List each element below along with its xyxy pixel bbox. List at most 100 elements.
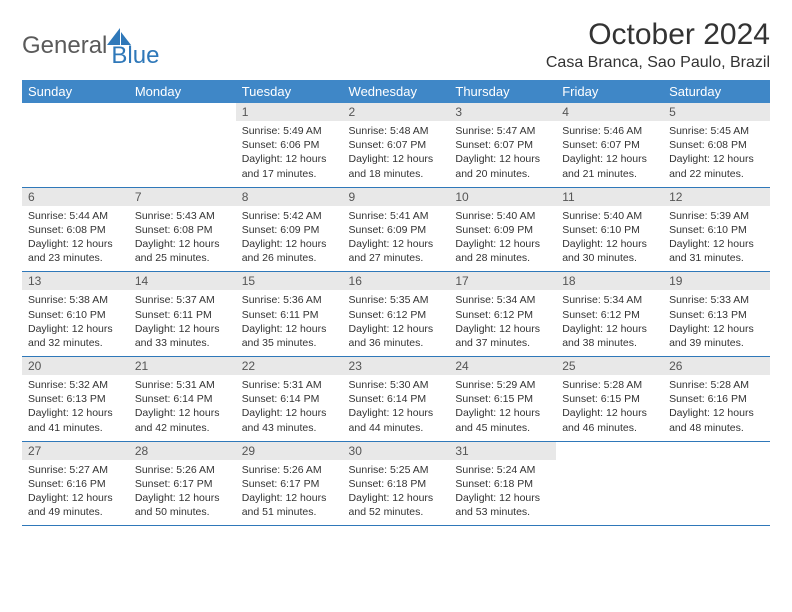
day-details: Sunrise: 5:27 AMSunset: 6:16 PMDaylight:… bbox=[22, 460, 129, 526]
calendar-day-cell: 29Sunrise: 5:26 AMSunset: 6:17 PMDayligh… bbox=[236, 441, 343, 526]
weekday-header: Friday bbox=[556, 80, 663, 103]
day-number: 25 bbox=[556, 357, 663, 375]
day-number: 22 bbox=[236, 357, 343, 375]
day-number: 15 bbox=[236, 272, 343, 290]
day-details: Sunrise: 5:37 AMSunset: 6:11 PMDaylight:… bbox=[129, 290, 236, 356]
weekday-header-row: SundayMondayTuesdayWednesdayThursdayFrid… bbox=[22, 80, 770, 103]
calendar-day-cell: 25Sunrise: 5:28 AMSunset: 6:15 PMDayligh… bbox=[556, 357, 663, 442]
calendar-week-row: 20Sunrise: 5:32 AMSunset: 6:13 PMDayligh… bbox=[22, 357, 770, 442]
day-number: 10 bbox=[449, 188, 556, 206]
day-details: Sunrise: 5:26 AMSunset: 6:17 PMDaylight:… bbox=[236, 460, 343, 526]
day-number: 12 bbox=[663, 188, 770, 206]
calendar-day-cell: 14Sunrise: 5:37 AMSunset: 6:11 PMDayligh… bbox=[129, 272, 236, 357]
logo-text-blue: Blue bbox=[111, 42, 159, 70]
day-number: 27 bbox=[22, 442, 129, 460]
day-number: 21 bbox=[129, 357, 236, 375]
day-number: 13 bbox=[22, 272, 129, 290]
day-number: 20 bbox=[22, 357, 129, 375]
day-number: 11 bbox=[556, 188, 663, 206]
calendar-day-cell bbox=[663, 441, 770, 526]
day-number: 30 bbox=[343, 442, 450, 460]
day-number: 8 bbox=[236, 188, 343, 206]
calendar-day-cell: 7Sunrise: 5:43 AMSunset: 6:08 PMDaylight… bbox=[129, 187, 236, 272]
day-details: Sunrise: 5:38 AMSunset: 6:10 PMDaylight:… bbox=[22, 290, 129, 356]
day-details: Sunrise: 5:36 AMSunset: 6:11 PMDaylight:… bbox=[236, 290, 343, 356]
logo-text-general: General bbox=[22, 32, 107, 60]
weekday-header: Monday bbox=[129, 80, 236, 103]
calendar-day-cell: 30Sunrise: 5:25 AMSunset: 6:18 PMDayligh… bbox=[343, 441, 450, 526]
calendar-day-cell: 17Sunrise: 5:34 AMSunset: 6:12 PMDayligh… bbox=[449, 272, 556, 357]
day-number: 31 bbox=[449, 442, 556, 460]
weekday-header: Thursday bbox=[449, 80, 556, 103]
calendar-day-cell: 15Sunrise: 5:36 AMSunset: 6:11 PMDayligh… bbox=[236, 272, 343, 357]
calendar-table: SundayMondayTuesdayWednesdayThursdayFrid… bbox=[22, 80, 770, 526]
day-details: Sunrise: 5:48 AMSunset: 6:07 PMDaylight:… bbox=[343, 121, 450, 187]
day-number: 4 bbox=[556, 103, 663, 121]
day-number: 24 bbox=[449, 357, 556, 375]
day-details: Sunrise: 5:29 AMSunset: 6:15 PMDaylight:… bbox=[449, 375, 556, 441]
calendar-day-cell: 26Sunrise: 5:28 AMSunset: 6:16 PMDayligh… bbox=[663, 357, 770, 442]
calendar-day-cell bbox=[22, 103, 129, 187]
calendar-day-cell: 8Sunrise: 5:42 AMSunset: 6:09 PMDaylight… bbox=[236, 187, 343, 272]
day-details: Sunrise: 5:43 AMSunset: 6:08 PMDaylight:… bbox=[129, 206, 236, 272]
day-number: 5 bbox=[663, 103, 770, 121]
day-details: Sunrise: 5:33 AMSunset: 6:13 PMDaylight:… bbox=[663, 290, 770, 356]
day-details: Sunrise: 5:25 AMSunset: 6:18 PMDaylight:… bbox=[343, 460, 450, 526]
weekday-header: Tuesday bbox=[236, 80, 343, 103]
location-text: Casa Branca, Sao Paulo, Brazil bbox=[546, 54, 770, 72]
day-details: Sunrise: 5:28 AMSunset: 6:16 PMDaylight:… bbox=[663, 375, 770, 441]
day-details: Sunrise: 5:41 AMSunset: 6:09 PMDaylight:… bbox=[343, 206, 450, 272]
day-details: Sunrise: 5:30 AMSunset: 6:14 PMDaylight:… bbox=[343, 375, 450, 441]
day-number: 6 bbox=[22, 188, 129, 206]
calendar-day-cell: 9Sunrise: 5:41 AMSunset: 6:09 PMDaylight… bbox=[343, 187, 450, 272]
logo: General Blue bbox=[22, 22, 159, 70]
calendar-day-cell: 11Sunrise: 5:40 AMSunset: 6:10 PMDayligh… bbox=[556, 187, 663, 272]
calendar-day-cell: 24Sunrise: 5:29 AMSunset: 6:15 PMDayligh… bbox=[449, 357, 556, 442]
calendar-day-cell: 28Sunrise: 5:26 AMSunset: 6:17 PMDayligh… bbox=[129, 441, 236, 526]
month-title: October 2024 bbox=[546, 18, 770, 52]
calendar-day-cell: 3Sunrise: 5:47 AMSunset: 6:07 PMDaylight… bbox=[449, 103, 556, 187]
calendar-day-cell: 23Sunrise: 5:30 AMSunset: 6:14 PMDayligh… bbox=[343, 357, 450, 442]
calendar-day-cell: 22Sunrise: 5:31 AMSunset: 6:14 PMDayligh… bbox=[236, 357, 343, 442]
day-details: Sunrise: 5:39 AMSunset: 6:10 PMDaylight:… bbox=[663, 206, 770, 272]
calendar-day-cell: 18Sunrise: 5:34 AMSunset: 6:12 PMDayligh… bbox=[556, 272, 663, 357]
day-number: 23 bbox=[343, 357, 450, 375]
day-details: Sunrise: 5:40 AMSunset: 6:09 PMDaylight:… bbox=[449, 206, 556, 272]
day-number: 17 bbox=[449, 272, 556, 290]
day-number: 28 bbox=[129, 442, 236, 460]
calendar-day-cell: 10Sunrise: 5:40 AMSunset: 6:09 PMDayligh… bbox=[449, 187, 556, 272]
calendar-day-cell: 4Sunrise: 5:46 AMSunset: 6:07 PMDaylight… bbox=[556, 103, 663, 187]
day-details: Sunrise: 5:32 AMSunset: 6:13 PMDaylight:… bbox=[22, 375, 129, 441]
calendar-day-cell: 5Sunrise: 5:45 AMSunset: 6:08 PMDaylight… bbox=[663, 103, 770, 187]
day-details: Sunrise: 5:24 AMSunset: 6:18 PMDaylight:… bbox=[449, 460, 556, 526]
title-block: October 2024 Casa Branca, Sao Paulo, Bra… bbox=[546, 18, 770, 72]
day-details: Sunrise: 5:49 AMSunset: 6:06 PMDaylight:… bbox=[236, 121, 343, 187]
day-details: Sunrise: 5:34 AMSunset: 6:12 PMDaylight:… bbox=[556, 290, 663, 356]
day-number: 29 bbox=[236, 442, 343, 460]
day-number: 16 bbox=[343, 272, 450, 290]
day-details: Sunrise: 5:40 AMSunset: 6:10 PMDaylight:… bbox=[556, 206, 663, 272]
day-details: Sunrise: 5:45 AMSunset: 6:08 PMDaylight:… bbox=[663, 121, 770, 187]
calendar-week-row: 6Sunrise: 5:44 AMSunset: 6:08 PMDaylight… bbox=[22, 187, 770, 272]
weekday-header: Saturday bbox=[663, 80, 770, 103]
day-number: 19 bbox=[663, 272, 770, 290]
calendar-day-cell: 12Sunrise: 5:39 AMSunset: 6:10 PMDayligh… bbox=[663, 187, 770, 272]
calendar-day-cell bbox=[556, 441, 663, 526]
calendar-day-cell: 2Sunrise: 5:48 AMSunset: 6:07 PMDaylight… bbox=[343, 103, 450, 187]
day-number: 3 bbox=[449, 103, 556, 121]
day-number: 14 bbox=[129, 272, 236, 290]
calendar-day-cell: 31Sunrise: 5:24 AMSunset: 6:18 PMDayligh… bbox=[449, 441, 556, 526]
day-details: Sunrise: 5:44 AMSunset: 6:08 PMDaylight:… bbox=[22, 206, 129, 272]
day-details: Sunrise: 5:42 AMSunset: 6:09 PMDaylight:… bbox=[236, 206, 343, 272]
calendar-week-row: 27Sunrise: 5:27 AMSunset: 6:16 PMDayligh… bbox=[22, 441, 770, 526]
day-number: 18 bbox=[556, 272, 663, 290]
calendar-day-cell bbox=[129, 103, 236, 187]
day-details: Sunrise: 5:31 AMSunset: 6:14 PMDaylight:… bbox=[129, 375, 236, 441]
calendar-day-cell: 21Sunrise: 5:31 AMSunset: 6:14 PMDayligh… bbox=[129, 357, 236, 442]
calendar-week-row: 13Sunrise: 5:38 AMSunset: 6:10 PMDayligh… bbox=[22, 272, 770, 357]
calendar-day-cell: 13Sunrise: 5:38 AMSunset: 6:10 PMDayligh… bbox=[22, 272, 129, 357]
calendar-week-row: 1Sunrise: 5:49 AMSunset: 6:06 PMDaylight… bbox=[22, 103, 770, 187]
day-number: 26 bbox=[663, 357, 770, 375]
day-details: Sunrise: 5:46 AMSunset: 6:07 PMDaylight:… bbox=[556, 121, 663, 187]
day-details: Sunrise: 5:28 AMSunset: 6:15 PMDaylight:… bbox=[556, 375, 663, 441]
